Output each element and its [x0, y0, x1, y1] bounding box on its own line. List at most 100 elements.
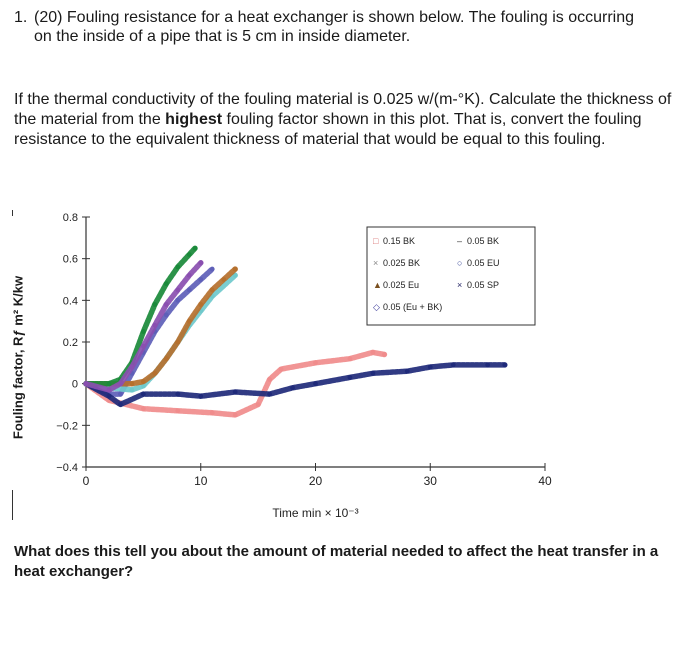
data-point [175, 339, 181, 345]
data-point [140, 379, 146, 384]
y-tick-label: 0.2 [63, 337, 78, 349]
legend-marker: ▲ [373, 280, 382, 290]
legend-box [366, 226, 536, 326]
fouling-chart: 0.8 0.6 0.4 0.2 0 −0.2 −0.4 0 10 20 30 40 Time min ×… [40, 205, 600, 530]
data-point [118, 391, 123, 397]
data-point [152, 302, 158, 307]
legend-label: 0.05 BK [467, 236, 499, 246]
legend-label: 0.025 BK [383, 258, 420, 268]
question-paragraph: If the thermal conductivity of the fouli… [14, 90, 690, 150]
data-point [232, 266, 238, 272]
data-point [313, 381, 318, 387]
data-point [404, 368, 410, 374]
paragraph-text-2: fouling factor shown in this plot. That … [14, 111, 642, 148]
data-point [370, 370, 376, 376]
paragraph-bold: highest [165, 111, 223, 128]
data-point [278, 366, 284, 372]
legend-label: 0.025 Eu [383, 280, 419, 290]
data-point [175, 408, 181, 414]
data-point [290, 385, 295, 391]
data-point [502, 362, 508, 368]
legend-marker: × [457, 280, 462, 290]
data-point [83, 381, 89, 387]
legend-marker: × [373, 258, 378, 268]
data-point [186, 272, 192, 278]
data-point [313, 360, 318, 366]
y-tick-label: −0.4 [56, 462, 78, 474]
data-point [198, 277, 204, 282]
data-point [232, 272, 238, 278]
data-point [186, 318, 192, 324]
chart-svg: 0.8 0.6 0.4 0.2 0 −0.2 −0.4 0 10 20 30 40 Time min ×… [56, 212, 552, 520]
margin-tick [12, 210, 13, 216]
x-axis-label: Time min × 10⁻³ [272, 506, 358, 520]
legend-marker: – [457, 236, 462, 246]
y-tick-label: 0.8 [63, 212, 78, 224]
legend-label: 0.05 SP [467, 280, 499, 290]
data-point [192, 245, 198, 251]
data-point [118, 402, 123, 407]
data-point [140, 406, 146, 412]
data-point [221, 277, 227, 282]
data-point [175, 287, 181, 293]
question-number: 1. [14, 9, 28, 26]
data-point [267, 377, 272, 382]
data-point [186, 252, 192, 257]
legend-marker: ◇ [373, 302, 380, 312]
series-line-3 [83, 362, 508, 408]
data-point [209, 410, 215, 416]
data-point [485, 362, 491, 368]
series-line-6 [83, 260, 204, 393]
data-point [267, 391, 272, 397]
data-point [163, 356, 169, 362]
data-point [347, 356, 353, 362]
data-point [140, 391, 146, 397]
data-point [118, 381, 123, 387]
data-point [232, 412, 238, 418]
paragraph-text-1: If the thermal conductivity of the fouli… [14, 91, 672, 128]
data-point [175, 264, 181, 270]
data-point [152, 370, 158, 376]
data-point [106, 393, 112, 399]
question-header-line-1: (20) Fouling resistance for a heat excha… [34, 9, 635, 26]
legend-marker: □ [373, 236, 379, 246]
data-point [198, 260, 204, 266]
data-point [140, 329, 146, 334]
x-tick-label: 40 [538, 474, 552, 488]
y-tick-label: 0.6 [63, 254, 78, 266]
legend-label: 0.05 EU [467, 258, 500, 268]
series-line-4 [83, 266, 238, 387]
y-tick-label: 0.4 [63, 295, 78, 307]
data-point [163, 281, 169, 287]
y-axis-label: Fouling factor, Rƒ m² K/kw [10, 275, 26, 440]
data-point [175, 297, 181, 303]
question-header-line-2: on the inside of a pipe that is 5 cm in … [34, 28, 411, 45]
data-point [381, 352, 387, 357]
x-tick-label: 0 [83, 474, 90, 488]
data-point [232, 389, 238, 395]
y-tick-label: −0.2 [56, 420, 78, 432]
data-point [129, 387, 135, 393]
question-header-text: (20) Fouling resistance for a heat excha… [34, 8, 699, 46]
data-point [163, 312, 169, 318]
x-tick-label: 10 [194, 474, 208, 488]
data-point [347, 375, 353, 380]
data-point [186, 287, 192, 293]
margin-bar [12, 490, 13, 520]
series-line-5 [83, 245, 198, 387]
data-point [152, 322, 158, 328]
data-point [129, 381, 135, 387]
x-tick-label: 20 [309, 474, 323, 488]
data-point [209, 266, 215, 272]
data-point [175, 391, 181, 397]
followup-question: What does this tell you about the amount… [14, 543, 659, 580]
data-point [427, 364, 433, 370]
data-point [106, 387, 112, 393]
data-point [198, 393, 204, 399]
data-point [209, 287, 215, 293]
data-point [140, 343, 146, 349]
y-tick-label: 0 [72, 379, 78, 391]
legend-label: 0.15 BK [383, 236, 415, 246]
legend-label: 0.05 (Eu + BK) [383, 302, 442, 312]
data-point [163, 302, 169, 307]
